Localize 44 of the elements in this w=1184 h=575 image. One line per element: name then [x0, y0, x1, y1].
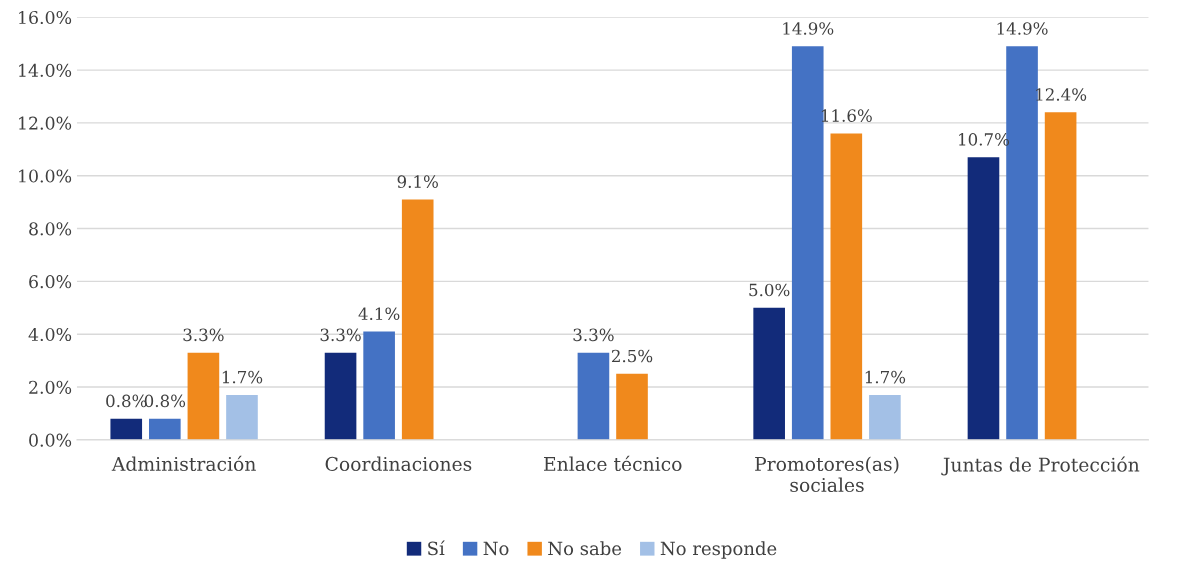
y-tick-label: 2.0%: [29, 380, 72, 394]
bar: [577, 352, 610, 440]
y-tick-label: 16.0%: [19, 10, 72, 25]
x-tick-label: Enlace técnico: [544, 455, 682, 472]
legend-label: No sabe: [548, 541, 622, 556]
legend-label: No responde: [660, 541, 777, 559]
bar: [967, 157, 1000, 440]
x-tick-label: Coordinaciones: [325, 456, 472, 472]
data-label: 9.1%: [397, 175, 438, 188]
bar: [187, 352, 220, 440]
legend-label: Sí: [428, 540, 445, 556]
data-label: 3.3%: [320, 328, 361, 342]
x-tick-label: Juntas de Protección: [941, 456, 1140, 476]
data-label: 2.5%: [611, 349, 653, 363]
bar: [324, 352, 357, 440]
data-label: 3.3%: [183, 328, 224, 342]
data-label: 1.7%: [222, 370, 263, 384]
y-tick-label: 6.0%: [29, 275, 72, 289]
legend-label: No: [483, 541, 509, 556]
data-label: 5.0%: [749, 283, 790, 297]
data-label: 1.7%: [865, 370, 906, 384]
x-tick-label: Administración: [111, 455, 256, 472]
y-tick-label: 8.0%: [29, 222, 72, 236]
bar: [830, 133, 863, 440]
bar: [753, 307, 785, 440]
data-label: 14.9%: [997, 22, 1048, 35]
data-label: 4.1%: [358, 307, 400, 321]
y-tick-label: 10.0%: [19, 169, 72, 183]
bar: [149, 418, 181, 440]
data-label: 14.9%: [783, 22, 834, 35]
bar: [401, 199, 434, 440]
bar: [1044, 112, 1077, 440]
bar: [791, 46, 824, 440]
bar: [110, 418, 143, 440]
y-tick-label: 14.0%: [19, 63, 72, 77]
y-tick-label: 4.0%: [28, 327, 72, 342]
y-tick-label: 0.0%: [29, 433, 72, 447]
bar: [869, 394, 901, 440]
y-tick-label: 12.0%: [19, 116, 72, 130]
data-label: 3.3%: [573, 328, 614, 342]
bar: [226, 394, 258, 440]
bar: [363, 331, 395, 440]
bar: [616, 373, 648, 440]
x-tick-label: Promotores(as) sociales: [755, 456, 899, 493]
